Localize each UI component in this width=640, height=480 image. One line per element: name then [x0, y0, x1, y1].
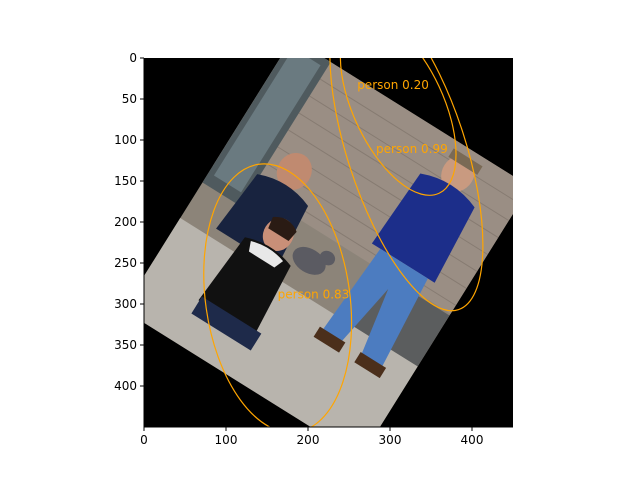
x-tick-label: 100	[215, 433, 238, 447]
x-tick-label: 0	[140, 433, 148, 447]
detection-ellipse	[329, 58, 484, 312]
photo-area	[144, 58, 513, 427]
y-tick-label: 350	[114, 338, 137, 352]
y-tick-label: 100	[114, 133, 137, 147]
detection-label: person 0.99	[376, 142, 448, 156]
detection-ellipses	[203, 58, 484, 427]
detection-label: person 0.83	[278, 287, 350, 301]
y-tick-label: 400	[114, 379, 137, 393]
y-tick-label: 200	[114, 215, 137, 229]
y-tick-label: 150	[114, 174, 137, 188]
y-axis-ticks: 0 50 100 150 200 250 300 350 400	[114, 51, 144, 393]
x-tick-label: 200	[297, 433, 320, 447]
rotated-photo	[144, 58, 513, 427]
detection-ellipse	[203, 163, 353, 427]
y-tick-label: 300	[114, 297, 137, 311]
detection-labels: person 0.20 person 0.99 person 0.83	[278, 78, 448, 301]
x-tick-label: 400	[461, 433, 484, 447]
axes-frame	[143, 58, 513, 428]
y-tick-label: 250	[114, 256, 137, 270]
y-tick-label: 50	[122, 92, 137, 106]
detection-label: person 0.20	[357, 78, 429, 92]
x-axis-ticks: 0 100 200 300 400	[140, 427, 483, 447]
detection-ellipse	[339, 58, 457, 196]
x-tick-label: 300	[379, 433, 402, 447]
y-tick-label: 0	[129, 51, 137, 65]
